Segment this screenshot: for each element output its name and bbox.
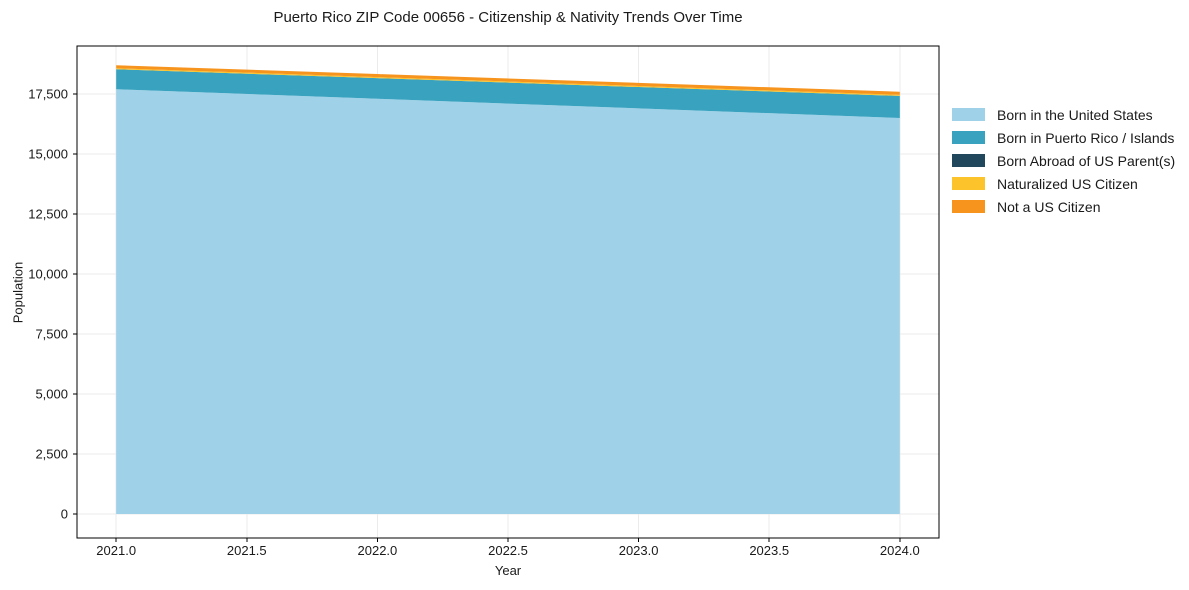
area-series-4 [116,65,900,95]
x-tick-label: 2022.5 [488,543,528,558]
area-series-2 [116,69,900,96]
legend-item: Not a US Citizen [952,195,1175,218]
legend-label: Born in the United States [997,106,1153,123]
x-tick-label: 2021.0 [96,543,136,558]
legend-swatch [952,131,985,144]
y-tick-label: 17,500 [28,87,68,102]
chart-title: Puerto Rico ZIP Code 00656 - Citizenship… [273,9,743,26]
x-tick-label: 2023.5 [749,543,789,558]
legend-label: Born Abroad of US Parent(s) [997,152,1176,169]
x-tick-label: 2022.0 [358,543,398,558]
x-tick-label: 2021.5 [227,543,267,558]
area-series-3 [116,68,900,96]
x-tick-label: 2024.0 [880,543,920,558]
y-tick-label: 10,000 [28,267,68,282]
x-axis-label: Year [494,563,522,578]
legend: Born in the United States Born in Puerto … [952,103,1175,218]
legend-item: Naturalized US Citizen [952,172,1175,195]
y-tick-label: 15,000 [28,147,68,162]
legend-swatch [952,200,985,213]
y-tick-label: 5,000 [35,387,68,402]
y-tick-label: 0 [61,507,68,522]
legend-label: Born in Puerto Rico / Islands [997,129,1175,146]
legend-item: Born in the United States [952,103,1175,126]
legend-swatch [952,154,985,167]
legend-label: Naturalized US Citizen [997,175,1138,192]
legend-label: Not a US Citizen [997,198,1101,215]
y-tick-label: 12,500 [28,207,68,222]
y-tick-label: 7,500 [35,327,68,342]
legend-item: Born Abroad of US Parent(s) [952,149,1175,172]
y-tick-label: 2,500 [35,447,68,462]
legend-item: Born in Puerto Rico / Islands [952,126,1175,149]
legend-swatch [952,177,985,190]
area-series-1 [116,69,900,118]
y-axis-label: Population [10,261,26,324]
legend-swatch [952,108,985,121]
area-series-0 [116,89,900,514]
x-tick-label: 2023.0 [619,543,659,558]
